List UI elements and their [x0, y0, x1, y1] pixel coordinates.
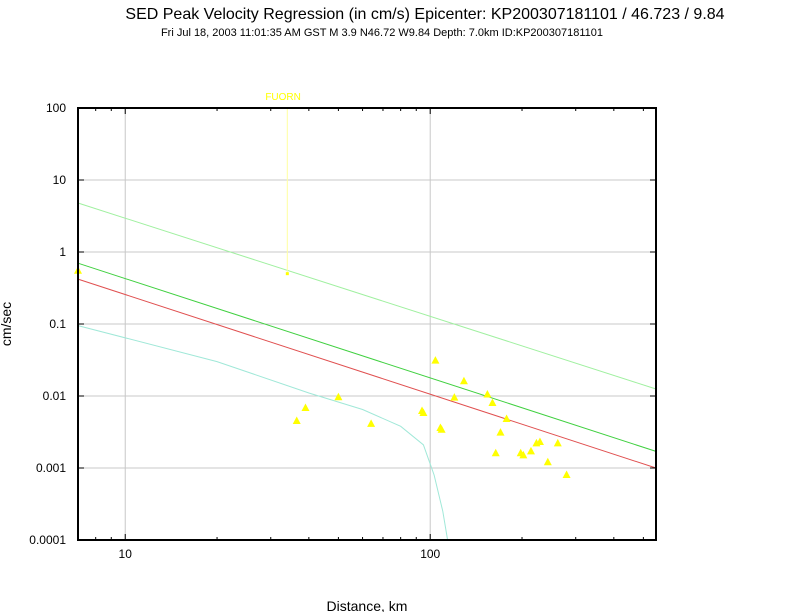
data-point	[431, 356, 440, 364]
y-axis-ticks: 100 10 1 0.1 0.01 0.001 0.0001	[29, 101, 656, 547]
y-tick-label: 0.001	[36, 461, 66, 475]
y-tick-label: 100	[46, 101, 66, 115]
y-axis-label: cm/sec	[0, 302, 14, 346]
x-axis-ticks: 10 100	[77, 108, 644, 561]
data-point	[292, 416, 301, 424]
data-point	[526, 446, 535, 455]
data-point	[450, 393, 459, 401]
y-tick-label: 0.01	[43, 389, 67, 403]
data-point	[519, 450, 528, 459]
chart-subtitle: Fri Jul 18, 2003 11:01:35 AM GST M 3.9 N…	[161, 27, 603, 39]
data-point	[419, 408, 428, 417]
grid	[78, 107, 656, 541]
y-tick-label: 0.0001	[29, 533, 66, 547]
x-axis-label: Distance, km	[327, 598, 408, 612]
regression-curves: FUORN	[77, 92, 657, 541]
y-tick-label: 1	[59, 245, 66, 259]
data-point	[459, 376, 468, 385]
data-point	[562, 470, 571, 478]
data-point	[502, 414, 511, 422]
data-point	[491, 448, 500, 457]
upper-bound-line	[77, 202, 657, 390]
station-marker	[285, 272, 289, 276]
data-points	[74, 266, 571, 478]
data-point	[496, 428, 505, 436]
data-point	[367, 419, 376, 427]
data-point	[553, 438, 562, 447]
data-point	[483, 389, 492, 398]
upper-fit-line	[77, 262, 657, 452]
x-tick-label: 100	[420, 547, 440, 561]
lower-bound-line	[77, 325, 449, 541]
y-tick-label: 10	[53, 173, 67, 187]
x-tick-label: 10	[119, 547, 133, 561]
data-point	[301, 403, 310, 412]
chart-title: SED Peak Velocity Regression (in cm/s) E…	[125, 6, 724, 23]
data-point	[535, 437, 544, 445]
regression-line	[77, 278, 657, 469]
data-point	[543, 457, 552, 466]
y-tick-label: 0.1	[49, 317, 66, 331]
data-point	[437, 425, 446, 433]
station-label-fuorn: FUORN	[265, 92, 301, 103]
data-point	[334, 392, 343, 401]
data-point	[488, 398, 497, 406]
